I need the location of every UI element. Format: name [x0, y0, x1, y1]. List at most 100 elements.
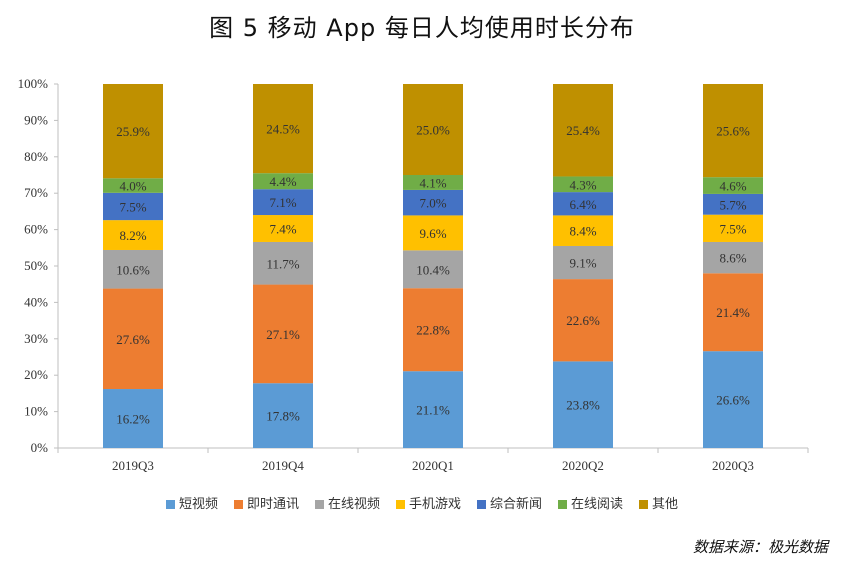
bar-segment — [253, 189, 313, 216]
bar-segment — [553, 215, 613, 246]
bar-segment — [103, 192, 163, 221]
x-tick-label: 2020Q3 — [712, 458, 754, 473]
y-tick-label: 30% — [24, 331, 48, 346]
y-tick-label: 50% — [24, 258, 48, 273]
data-label: 10.6% — [116, 262, 150, 277]
bar-segment — [553, 176, 613, 193]
bar-segment — [253, 84, 313, 174]
bar-segment — [553, 361, 613, 448]
legend-label: 手机游戏 — [408, 497, 461, 512]
y-tick-label: 70% — [24, 185, 48, 200]
bar-segment — [253, 284, 313, 384]
bar-segment — [703, 273, 763, 352]
legend-swatch — [639, 500, 649, 509]
chart-title: 图 5 移动 App 每日人均使用时长分布 — [209, 14, 635, 42]
data-label: 10.4% — [416, 262, 450, 277]
legend-label: 其他 — [652, 497, 679, 512]
legend-swatch — [395, 500, 405, 509]
data-label: 8.4% — [569, 224, 596, 239]
bar-segment — [403, 215, 463, 251]
legend-label: 在线阅读 — [571, 497, 624, 512]
legend-item: 在线视频 — [314, 493, 380, 512]
data-label: 25.4% — [566, 123, 600, 138]
bar-segment — [703, 193, 763, 215]
data-source: 数据来源：极光数据 — [692, 538, 828, 556]
bar-segment — [103, 288, 163, 390]
data-label: 25.6% — [716, 124, 750, 139]
legend-swatch — [233, 500, 243, 509]
x-tick-label: 2019Q3 — [112, 458, 154, 473]
legend-item: 在线阅读 — [558, 493, 623, 512]
y-tick-label: 40% — [24, 294, 48, 309]
data-label: 21.4% — [716, 305, 750, 320]
data-label: 26.6% — [716, 393, 750, 408]
legend-item: 短视频 — [165, 493, 218, 512]
data-label: 7.4% — [269, 222, 296, 237]
data-label: 16.2% — [116, 412, 150, 427]
data-label: 22.6% — [566, 313, 600, 328]
y-tick-label: 80% — [24, 149, 48, 164]
bar-segment — [553, 84, 613, 177]
bar-segment — [703, 84, 763, 178]
bar-segment — [403, 175, 463, 190]
legend-item: 其他 — [639, 493, 678, 512]
data-label: 6.4% — [569, 197, 596, 212]
bar-segment — [703, 177, 763, 194]
legend-label: 在线视频 — [327, 497, 380, 512]
legend-item: 综合新闻 — [477, 493, 542, 512]
y-tick-label: 20% — [24, 367, 48, 382]
bar-segment — [403, 288, 463, 372]
legend-swatch — [477, 500, 486, 509]
bar-segment — [103, 389, 163, 448]
bar-segment — [403, 84, 463, 175]
bar-segment — [703, 351, 763, 448]
bar-segment — [703, 214, 763, 242]
bar-segment — [253, 241, 313, 285]
data-label: 24.5% — [266, 122, 300, 137]
data-label: 7.5% — [719, 221, 746, 236]
bar-segment — [703, 241, 763, 274]
chart-legend: 短视频 即时通讯 在线视频 手机游戏 综合新闻 在线阅读 其他 — [0, 493, 844, 512]
data-label: 25.0% — [416, 123, 450, 138]
x-tick-label: 2020Q2 — [562, 458, 604, 473]
x-tick-label: 2019Q4 — [262, 458, 304, 473]
data-label: 21.1% — [416, 403, 450, 418]
bar-segment — [553, 245, 613, 280]
legend-item: 手机游戏 — [395, 493, 461, 512]
legend-swatch — [165, 500, 175, 509]
data-label: 4.1% — [419, 175, 446, 190]
bar-segment — [103, 249, 163, 289]
data-label: 8.2% — [119, 228, 146, 243]
bar-segment — [403, 189, 463, 216]
data-label: 4.3% — [569, 177, 596, 192]
data-label: 22.8% — [416, 323, 450, 338]
bar-segment — [253, 173, 313, 190]
x-tick-label: 2020Q1 — [412, 458, 454, 473]
y-tick-label: 10% — [24, 404, 48, 419]
data-label: 8.6% — [719, 251, 746, 266]
data-label: 27.1% — [266, 327, 300, 342]
data-label: 4.0% — [119, 179, 146, 194]
bar-segment — [103, 84, 163, 179]
data-label: 5.7% — [719, 197, 746, 212]
data-label: 23.8% — [566, 398, 600, 413]
legend-label: 短视频 — [178, 497, 218, 512]
y-tick-label: 0% — [31, 440, 49, 455]
data-label: 4.4% — [269, 174, 296, 189]
legend-swatch — [314, 500, 324, 509]
data-label: 11.7% — [266, 256, 299, 271]
legend-label: 综合新闻 — [490, 497, 543, 512]
bar-segment — [253, 215, 313, 242]
data-label: 17.8% — [266, 409, 300, 424]
data-label: 9.1% — [569, 256, 596, 271]
bar-segment — [103, 220, 163, 250]
legend-swatch — [558, 500, 568, 509]
y-tick-label: 90% — [24, 112, 48, 127]
data-label: 7.1% — [269, 195, 296, 210]
data-label: 25.9% — [116, 124, 150, 139]
bar-segment — [253, 383, 313, 448]
legend-label: 即时通讯 — [246, 497, 299, 512]
bar-segment — [553, 279, 613, 362]
bar-segment — [403, 250, 463, 289]
